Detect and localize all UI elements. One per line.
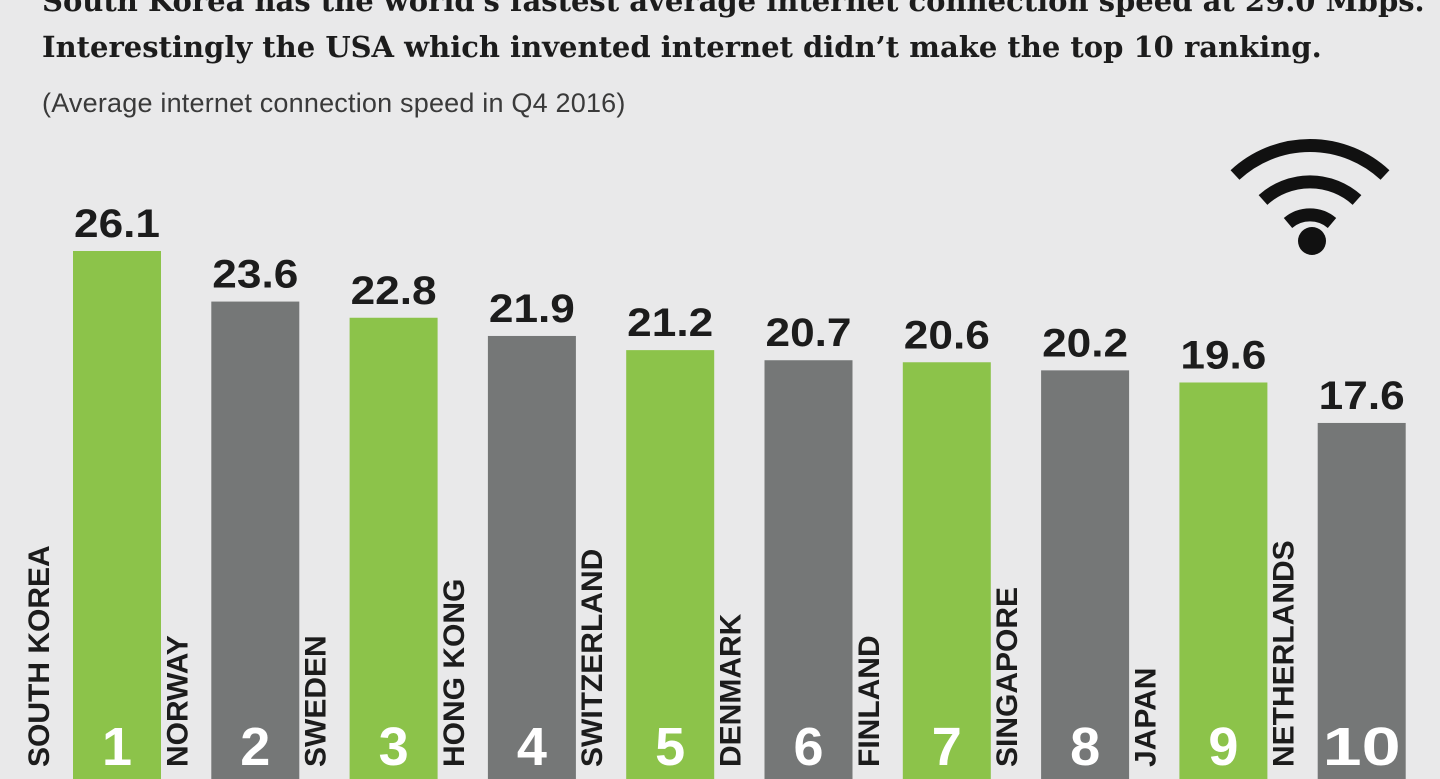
value-label: 26.1 [74, 202, 160, 246]
rank-label: 6 [793, 717, 823, 777]
rank-label: 8 [1070, 717, 1100, 777]
category-label: SWEDEN [300, 635, 333, 767]
value-label: 21.9 [489, 287, 575, 331]
value-label: 17.6 [1319, 374, 1405, 418]
bar [487, 335, 576, 779]
rank-label: 7 [932, 717, 962, 777]
bar [764, 360, 853, 779]
bar [1317, 422, 1406, 779]
rank-label: 9 [1208, 717, 1238, 777]
rank-label: 1 [102, 717, 132, 777]
value-label: 20.7 [766, 311, 852, 355]
value-label: 22.8 [351, 269, 437, 313]
value-label: 23.6 [212, 253, 298, 297]
rank-label: 10 [1323, 717, 1401, 777]
category-label: HONG KONG [438, 579, 471, 767]
category-label: JAPAN [1129, 668, 1162, 767]
chart-subtitle: (Average internet connection speed in Q4… [42, 88, 626, 118]
category-label: SOUTH KOREA [23, 545, 56, 767]
bar [902, 362, 991, 779]
category-label: SINGAPORE [991, 587, 1024, 767]
value-label: 20.2 [1042, 321, 1128, 365]
bar [1041, 370, 1130, 779]
bar [211, 301, 300, 779]
value-label: 19.6 [1180, 333, 1266, 377]
headline-line-2: Interestingly the USA which invented int… [42, 30, 1322, 64]
bar [73, 250, 161, 779]
rank-label: 2 [240, 717, 270, 777]
rank-label: 5 [655, 717, 685, 777]
bar [349, 317, 438, 779]
bar [626, 350, 715, 779]
category-label: NORWAY [161, 635, 194, 767]
rank-label: 4 [517, 717, 547, 777]
headline-line-1: South Korea has the world's fastest aver… [42, 0, 1425, 18]
category-label: SWITZERLAND [576, 549, 609, 767]
rank-label: 3 [379, 717, 409, 777]
value-label: 21.2 [627, 301, 713, 345]
category-label: NETHERLANDS [1268, 540, 1301, 767]
bar [1179, 382, 1268, 779]
value-label: 20.6 [904, 313, 990, 357]
category-label: DENMARK [715, 613, 748, 767]
category-label: FINLAND [853, 635, 886, 767]
wifi-icon [1230, 139, 1390, 255]
